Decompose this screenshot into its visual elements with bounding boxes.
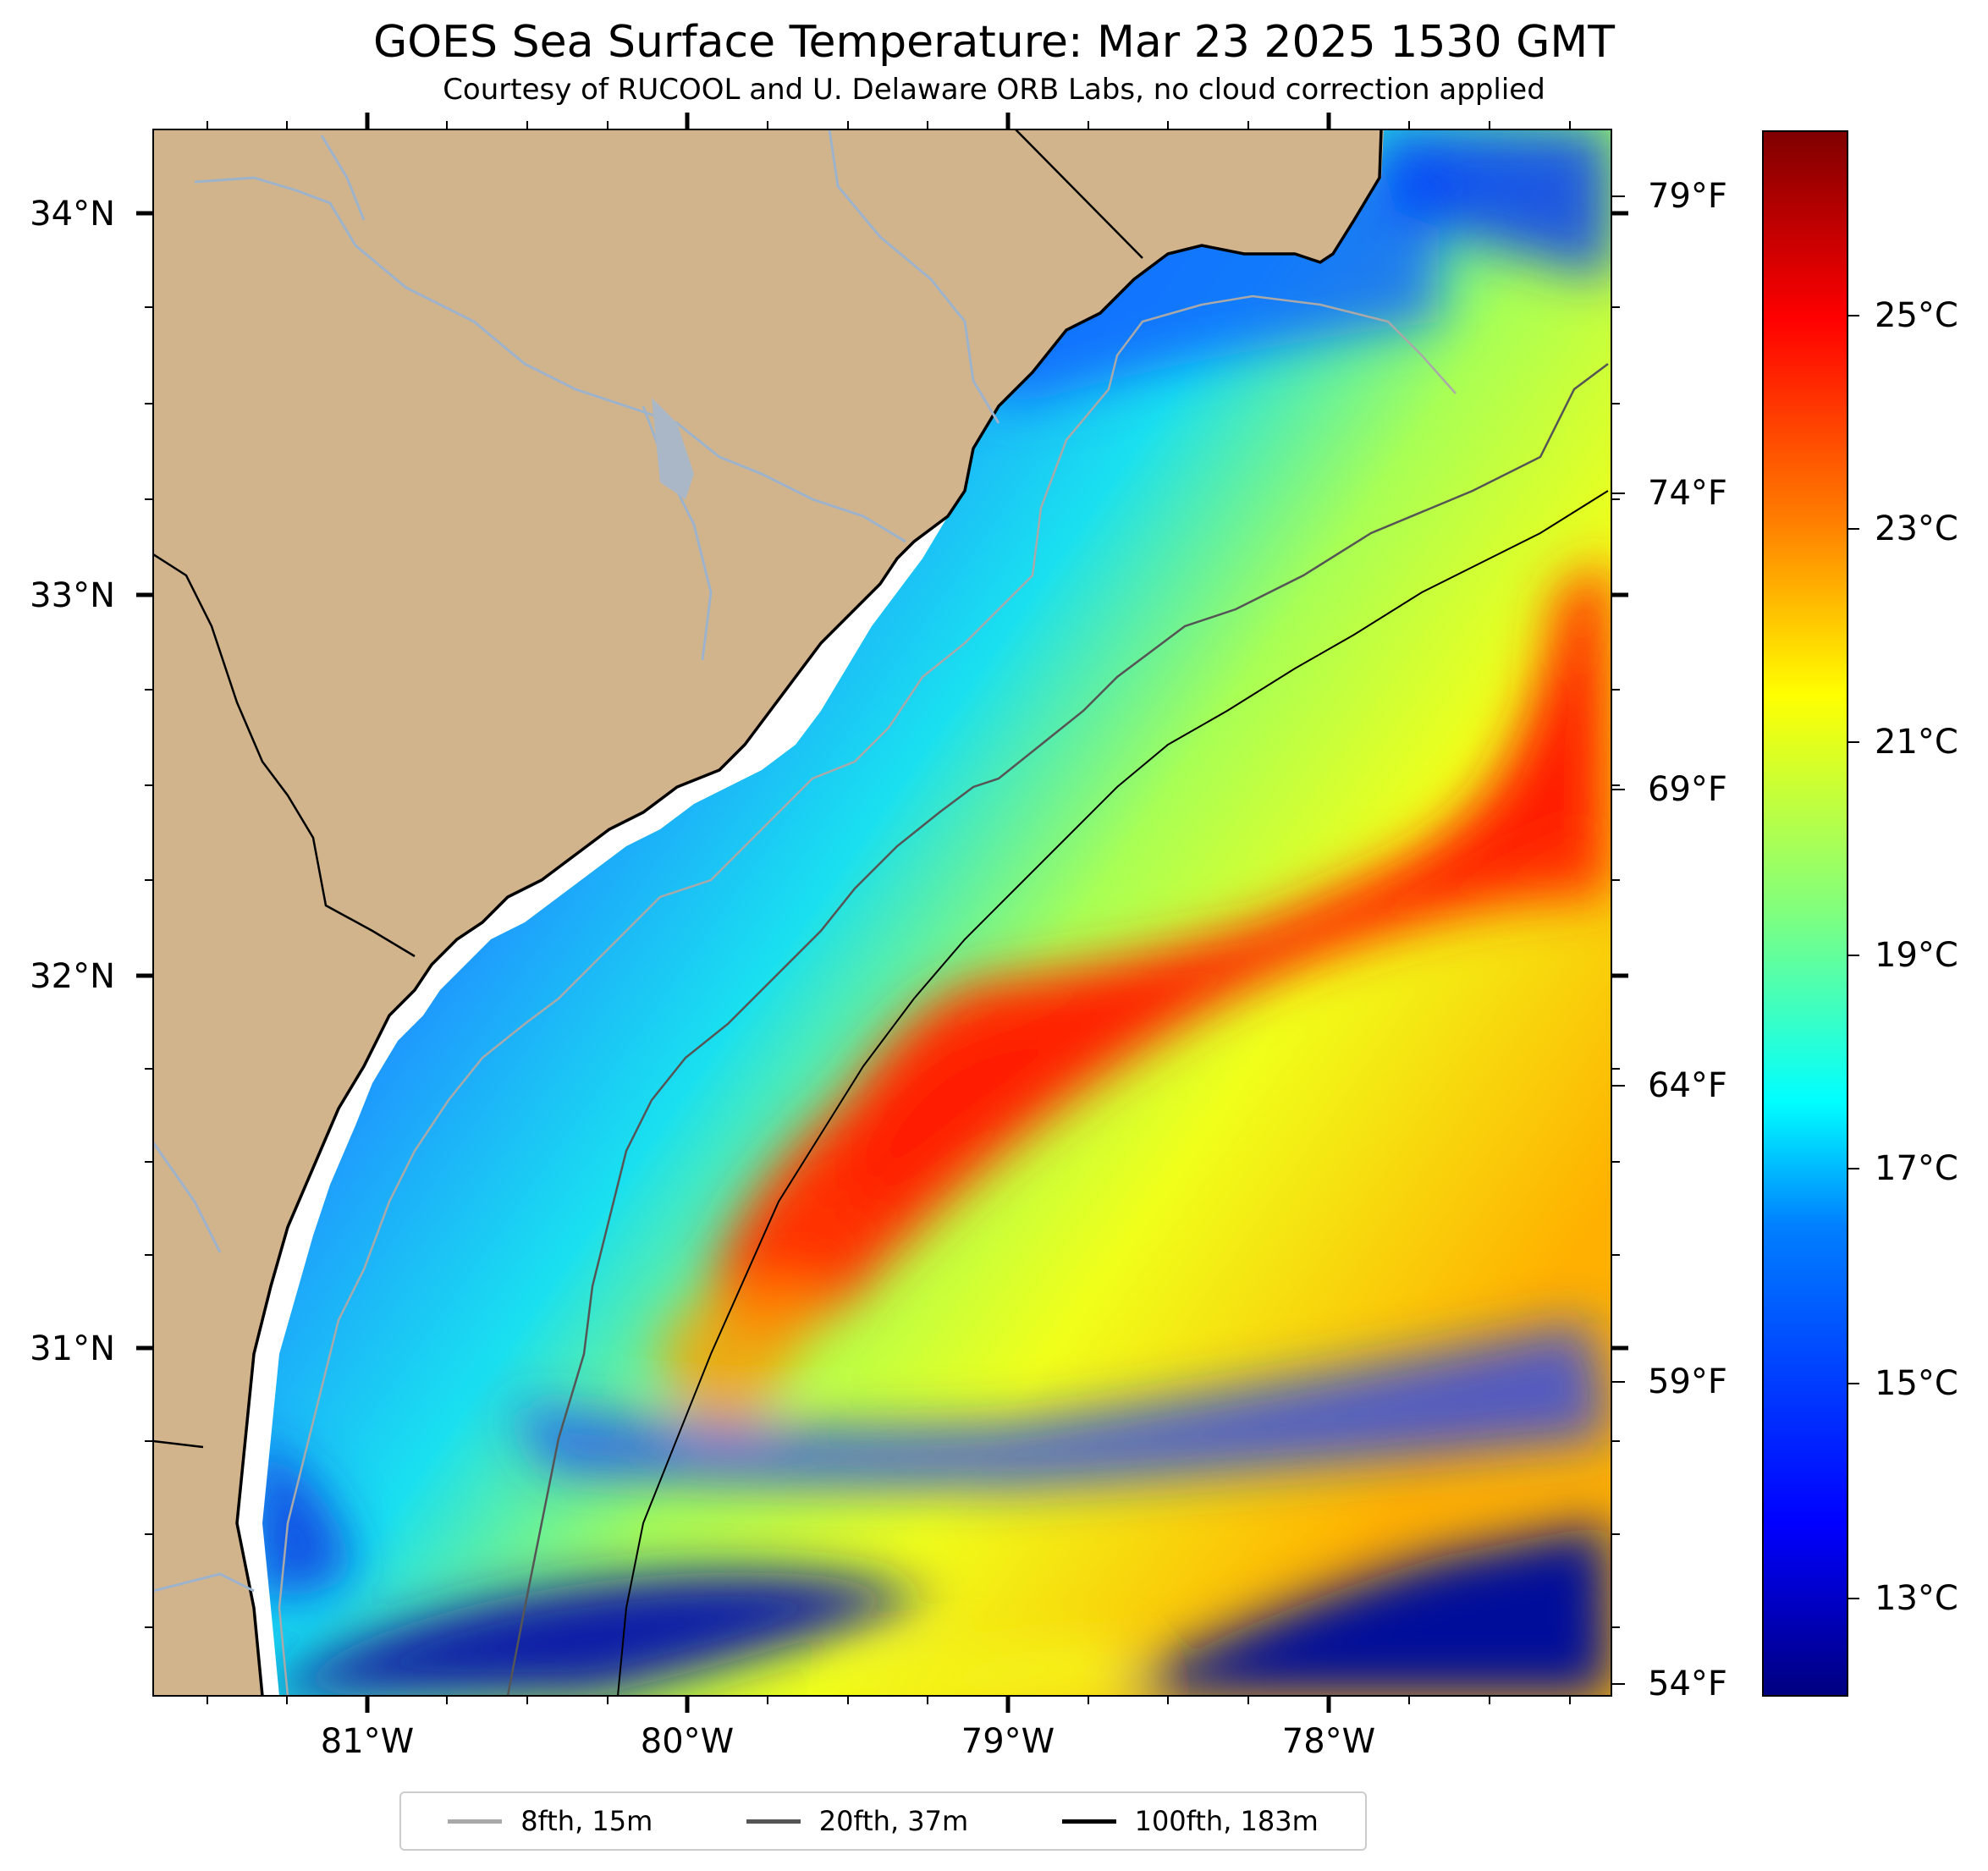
lon-label: 79°W <box>961 1722 1055 1761</box>
colorbar-ticks <box>1848 315 1859 1599</box>
lat-label: 34°N <box>30 195 115 234</box>
map-title: GOES Sea Surface Temperature: Mar 23 202… <box>372 17 1616 68</box>
legend-label: 8fth, 15m <box>520 1805 653 1837</box>
legend-swatch <box>448 1819 503 1824</box>
legend-item-20fth: 20fth, 37m <box>746 1805 968 1837</box>
fahrenheit-label: 59°F <box>1648 1362 1727 1401</box>
coastline <box>235 129 1383 1696</box>
isobath-legend: 8fth, 15m 20fth, 37m 100fth, 183m <box>399 1791 1367 1851</box>
fahrenheit-label: 64°F <box>1648 1066 1727 1105</box>
map-subtitle: Courtesy of RUCOOL and U. Delaware ORB L… <box>443 73 1545 107</box>
map-frame <box>152 129 1612 1697</box>
celsius-label: 13°C <box>1875 1579 1958 1618</box>
state-borders <box>153 129 1143 1449</box>
lon-label: 80°W <box>640 1722 735 1761</box>
celsius-label: 25°C <box>1875 296 1958 335</box>
legend-swatch <box>1061 1819 1116 1824</box>
legend-label: 20fth, 37m <box>818 1805 969 1837</box>
sst-field <box>153 129 1611 1696</box>
fahrenheit-label: 69°F <box>1648 770 1727 809</box>
lat-major-ticks <box>136 211 1628 1351</box>
isobath-8fth <box>278 294 1457 1696</box>
lat-label: 33°N <box>30 576 115 615</box>
legend-label: 100fth, 183m <box>1134 1805 1319 1837</box>
minor-ticks <box>145 121 1620 1704</box>
isobath-20fth <box>506 363 1609 1696</box>
lon-label: 81°W <box>320 1722 415 1761</box>
lon-major-ticks <box>365 113 1331 1713</box>
celsius-label: 23°C <box>1875 509 1958 548</box>
colorbar <box>1762 130 1848 1697</box>
isobath-100fth <box>617 490 1609 1696</box>
celsius-label: 17°C <box>1875 1149 1958 1188</box>
celsius-label: 21°C <box>1875 723 1958 762</box>
legend-swatch <box>746 1819 801 1824</box>
celsius-label: 19°C <box>1875 936 1958 975</box>
legend-item-8fth: 8fth, 15m <box>448 1805 653 1837</box>
legend-item-100fth: 100fth, 183m <box>1061 1805 1319 1837</box>
lat-label: 32°N <box>30 957 115 996</box>
lake <box>652 398 694 499</box>
lon-label: 78°W <box>1281 1722 1376 1761</box>
lat-label: 31°N <box>30 1329 115 1368</box>
celsius-label: 15°C <box>1875 1364 1958 1403</box>
fahrenheit-label: 54°F <box>1648 1665 1727 1703</box>
land <box>153 129 1384 1696</box>
fahrenheit-label: 79°F <box>1648 177 1727 216</box>
fahrenheit-ticks <box>1611 195 1625 1685</box>
fahrenheit-label: 74°F <box>1648 474 1727 513</box>
isobaths <box>278 294 1609 1696</box>
